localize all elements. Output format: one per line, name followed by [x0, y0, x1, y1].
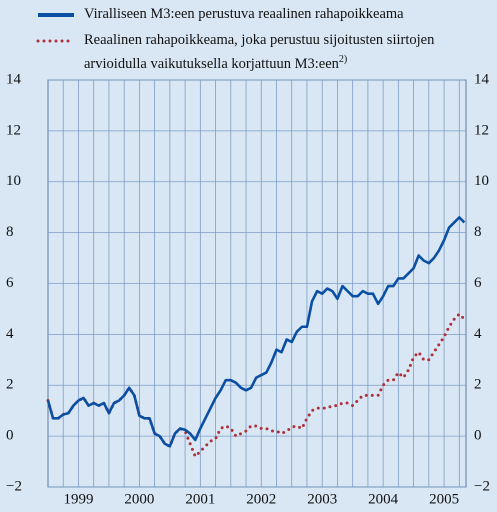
y-tick-label: 0 [6, 428, 14, 444]
y2-tick-label: 12 [474, 122, 489, 138]
x-tick-label: 1999 [63, 491, 93, 507]
y-tick-label: 14 [6, 71, 22, 87]
y-tick-label: −2 [6, 478, 22, 494]
legend-label: Reaalinen rahapoikkeama, joka perustuu s… [84, 32, 435, 72]
y-tick-label: 10 [6, 173, 21, 189]
y2-tick-label: 8 [474, 224, 482, 240]
y2-tick-label: 6 [474, 275, 482, 291]
y2-tick-label: 0 [474, 428, 482, 444]
y2-tick-label: 10 [474, 173, 489, 189]
legend-note: 2) [338, 54, 348, 65]
series-line [46, 216, 466, 448]
x-tick-label: 2001 [185, 491, 215, 507]
y2-tick-label: 2 [474, 377, 482, 393]
x-tick-label: 2004 [368, 491, 399, 507]
x-tick-label: 2000 [124, 491, 154, 507]
y2-tick-label: 14 [474, 71, 490, 87]
y-tick-label: 4 [6, 326, 14, 342]
y-tick-label: 2 [6, 377, 14, 393]
x-tick-label: 2002 [246, 491, 276, 507]
y2-tick-label: −2 [474, 478, 490, 494]
series-line [46, 311, 466, 460]
legend-entry: Viralliseen M3:een perustuva reaalinen r… [84, 4, 494, 24]
y-tick-label: 8 [6, 224, 14, 240]
legend-label: Viralliseen M3:een perustuva reaalinen r… [84, 6, 404, 22]
x-tick-label: 2005 [429, 491, 459, 507]
legend-entry: Reaalinen rahapoikkeama, joka perustuu s… [84, 30, 464, 74]
x-tick-label: 2003 [307, 491, 337, 507]
y-tick-label: 12 [6, 122, 21, 138]
y-tick-label: 6 [6, 275, 14, 291]
y2-tick-label: 4 [474, 326, 482, 342]
